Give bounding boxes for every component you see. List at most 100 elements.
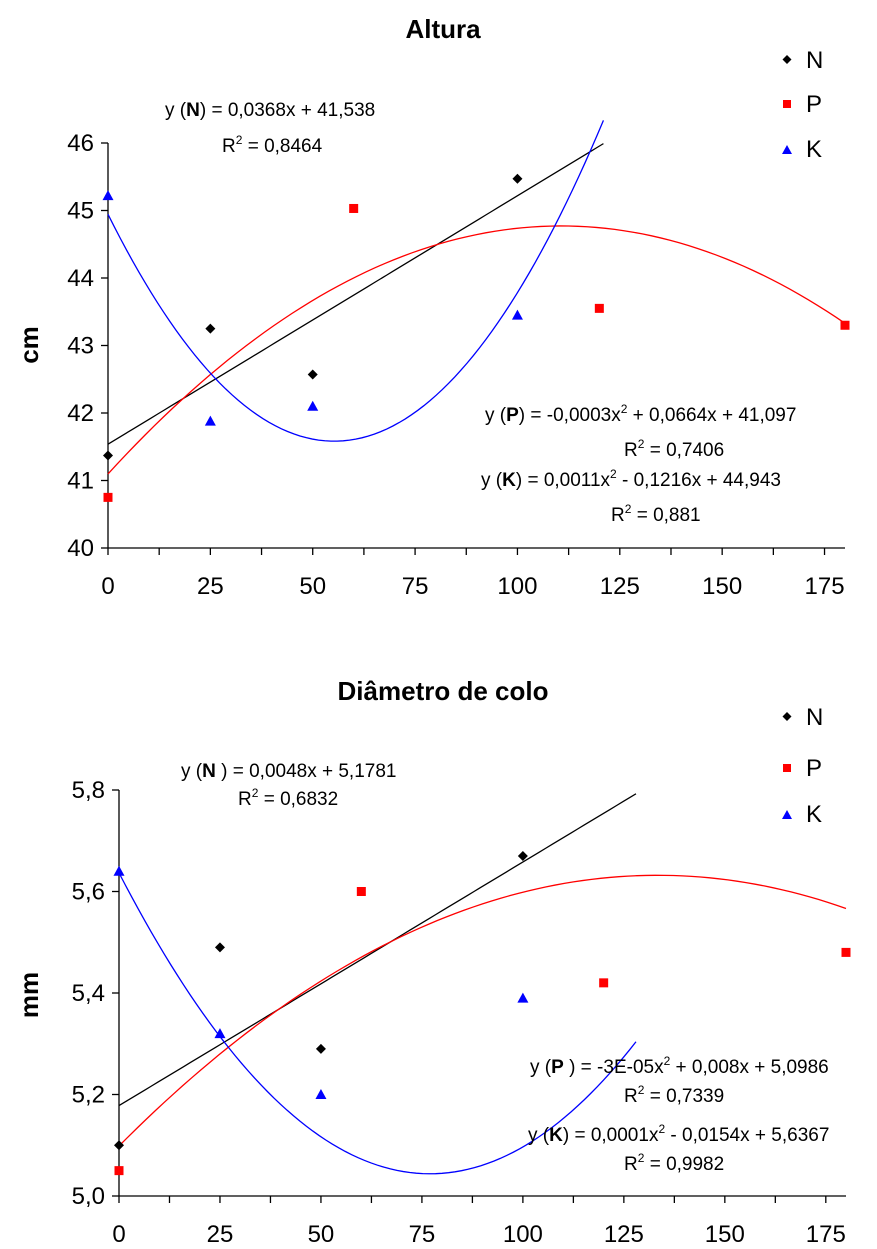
- r2-n-value: = 0,6832: [258, 789, 338, 810]
- svg-text:R2 = 0,8464: R2 = 0,8464: [222, 133, 323, 157]
- equation-p-square: 2: [664, 1054, 671, 1068]
- data-point-n: [315, 1043, 326, 1054]
- r2-k-value: = 0,9982: [644, 1154, 724, 1175]
- data-point-k: [315, 1089, 327, 1099]
- legend-label-p: P: [806, 91, 822, 118]
- trendline-k: [107, 120, 605, 442]
- equation-p-prefix: y (: [530, 1057, 552, 1078]
- x-tick-label: 50: [299, 573, 326, 600]
- svg-text:y (N ) = 0,0048x + 5,1781: y (N ) = 0,0048x + 5,1781: [181, 761, 396, 782]
- svg-text:R2 = 0,881: R2 = 0,881: [611, 502, 701, 526]
- data-point-n: [103, 450, 113, 461]
- y-tick-label: 46: [67, 130, 94, 157]
- equation-k-prefix: y (: [528, 1125, 550, 1146]
- trendline-p: [107, 225, 846, 475]
- legend-label-n: N: [806, 704, 823, 731]
- y-tick-label: 41: [67, 468, 94, 495]
- data-point-k: [517, 992, 529, 1003]
- r2-k-value: = 0,881: [631, 505, 700, 526]
- equation-p-text: ) = -0,0003x: [519, 405, 621, 426]
- equation-n-name: N: [186, 100, 200, 121]
- x-tick-label: 125: [600, 573, 640, 600]
- trendline-n: [118, 793, 637, 1107]
- equation-k-rest: - 0,0154x + 5,6367: [665, 1125, 829, 1146]
- legend: N P K: [782, 704, 823, 828]
- trendline-n: [107, 143, 604, 445]
- legend-marker-p: [783, 100, 791, 108]
- y-tick-label: 5,6: [72, 879, 105, 906]
- svg-text:y (N) = 0,0368x + 41,538: y (N) = 0,0368x + 41,538: [165, 100, 375, 121]
- r2-k-label: R: [624, 1154, 638, 1175]
- equation-p-text: ) = -3E-05x: [564, 1057, 664, 1078]
- y-tick-label: 5,8: [72, 777, 105, 804]
- data-point-p: [349, 203, 359, 213]
- x-tick-label: 75: [409, 1221, 436, 1248]
- equation-k-text: ) = 0,0001x: [563, 1125, 659, 1146]
- data-point-k: [113, 865, 125, 876]
- r2-n-value: = 0,8464: [242, 136, 322, 157]
- x-tick-label: 0: [112, 1221, 125, 1248]
- y-axis-label: cm: [14, 326, 44, 364]
- svg-text:y (P ) = -3E-05x2 + 0,008x + 5: y (P ) = -3E-05x2 + 0,008x + 5,0986: [530, 1054, 829, 1078]
- chart-title: Altura: [405, 14, 481, 44]
- data-point-k: [511, 309, 523, 320]
- y-axis-label: mm: [14, 972, 44, 1018]
- y-tick-label: 5,0: [72, 1183, 105, 1210]
- equation-n-prefix: y (: [181, 761, 203, 782]
- data-point-p: [594, 303, 604, 313]
- equation-p-prefix: y (: [485, 405, 507, 426]
- data-point-p: [840, 320, 850, 330]
- r2-p-label: R: [624, 440, 638, 461]
- equation-k-square: 2: [610, 467, 617, 481]
- y-tick-label: 40: [67, 535, 94, 562]
- equation-n: y (N ) = 0,0048x + 5,1781 R2 = 0,6832: [181, 761, 396, 810]
- data-point-p: [356, 887, 366, 896]
- legend-entry-k: K: [782, 801, 822, 828]
- x-tick-label: 100: [497, 573, 537, 600]
- r2-n-label: R: [238, 789, 252, 810]
- legend-entry-p: P: [783, 91, 822, 118]
- y-tick-label: 5,2: [72, 1082, 105, 1109]
- legend-entry-n: N: [782, 47, 823, 74]
- trendline-k: [118, 872, 637, 1175]
- svg-text:y (K) = 0,0001x2 - 0,0154x + 5: y (K) = 0,0001x2 - 0,0154x + 5,6367: [528, 1122, 829, 1146]
- x-tick-label: 150: [702, 573, 742, 600]
- data-point-n: [517, 850, 528, 861]
- legend-label-k: K: [806, 801, 822, 828]
- data-point-k: [214, 1028, 226, 1039]
- x-tick-label: 125: [604, 1221, 644, 1248]
- x-tick-label: 75: [402, 573, 429, 600]
- data-point-p: [103, 492, 113, 502]
- svg-text:y (P) = -0,0003x2 + 0,0664x +: y (P) = -0,0003x2 + 0,0664x + 41,097: [485, 402, 796, 426]
- data-point-n: [214, 942, 225, 953]
- equation-n-text: ) = 0,0368x + 41,538: [200, 100, 375, 121]
- legend-marker-k: [782, 810, 792, 819]
- legend-entry-k: K: [782, 136, 822, 163]
- equation-k: y (K) = 0,0001x2 - 0,0154x + 5,6367 R2 =…: [528, 1122, 829, 1175]
- y-tick-label: 5,4: [72, 980, 105, 1007]
- equation-p: y (P ) = -3E-05x2 + 0,008x + 5,0986 R2 =…: [530, 1054, 829, 1107]
- x-tick-label: 175: [806, 1221, 846, 1248]
- data-point-n: [205, 323, 216, 334]
- legend-entry-p: P: [783, 755, 822, 782]
- equation-p-name: P: [551, 1057, 564, 1078]
- equation-k-name: K: [549, 1125, 563, 1146]
- legend-marker-k: [782, 145, 792, 154]
- x-tick-label: 50: [308, 1221, 335, 1248]
- legend-entry-n: N: [782, 704, 823, 731]
- x-tick-label: 175: [805, 573, 845, 600]
- legend-label-n: N: [806, 47, 823, 74]
- equation-k-rest: - 0,1216x + 44,943: [617, 470, 781, 491]
- equation-n-prefix: y (: [165, 100, 187, 121]
- equation-k-name: K: [502, 470, 516, 491]
- legend-marker-n: [782, 712, 792, 721]
- x-tick-label: 25: [207, 1221, 234, 1248]
- equation-k-prefix: y (: [481, 470, 503, 491]
- x-tick-label: 0: [101, 573, 114, 600]
- y-tick-label: 43: [67, 333, 94, 360]
- chart-diametro: Diâmetro de colo mm 5,0 5,2 5,4 5,6 5,8 0 25 5…: [14, 676, 851, 1248]
- x-tick-label: 100: [503, 1221, 543, 1248]
- data-point-n: [307, 369, 318, 380]
- equation-p-name: P: [506, 405, 519, 426]
